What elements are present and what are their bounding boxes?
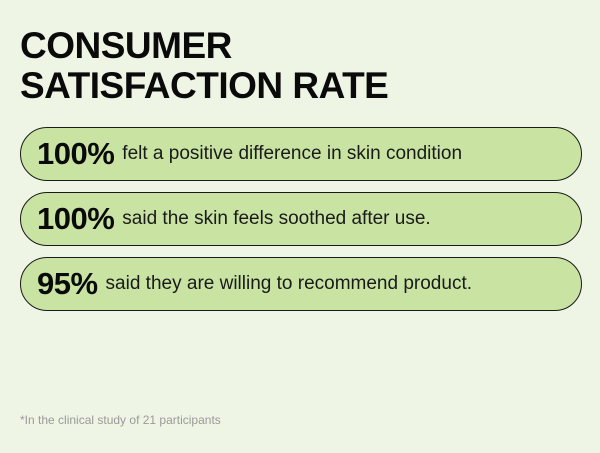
stat-pill: 95% said they are willing to recommend p… (20, 257, 582, 311)
stats-list: 100% felt a positive difference in skin … (20, 127, 582, 322)
stat-percent: 100% (37, 136, 115, 171)
stat-percent: 100% (37, 201, 115, 236)
title-line-2: SATISFACTION RATE (20, 65, 389, 106)
stat-percent: 95% (37, 266, 98, 301)
stat-pill: 100% felt a positive difference in skin … (20, 127, 582, 181)
stat-description: said the skin feels soothed after use. (122, 208, 431, 229)
footnote: *In the clinical study of 21 participant… (20, 413, 221, 427)
stat-description: said they are willing to recommend produ… (105, 273, 473, 294)
stat-description: felt a positive difference in skin condi… (122, 143, 463, 164)
stat-pill: 100% said the skin feels soothed after u… (20, 192, 582, 246)
page-title: CONSUMER SATISFACTION RATE (20, 25, 389, 106)
title-line-1: CONSUMER (20, 25, 232, 66)
